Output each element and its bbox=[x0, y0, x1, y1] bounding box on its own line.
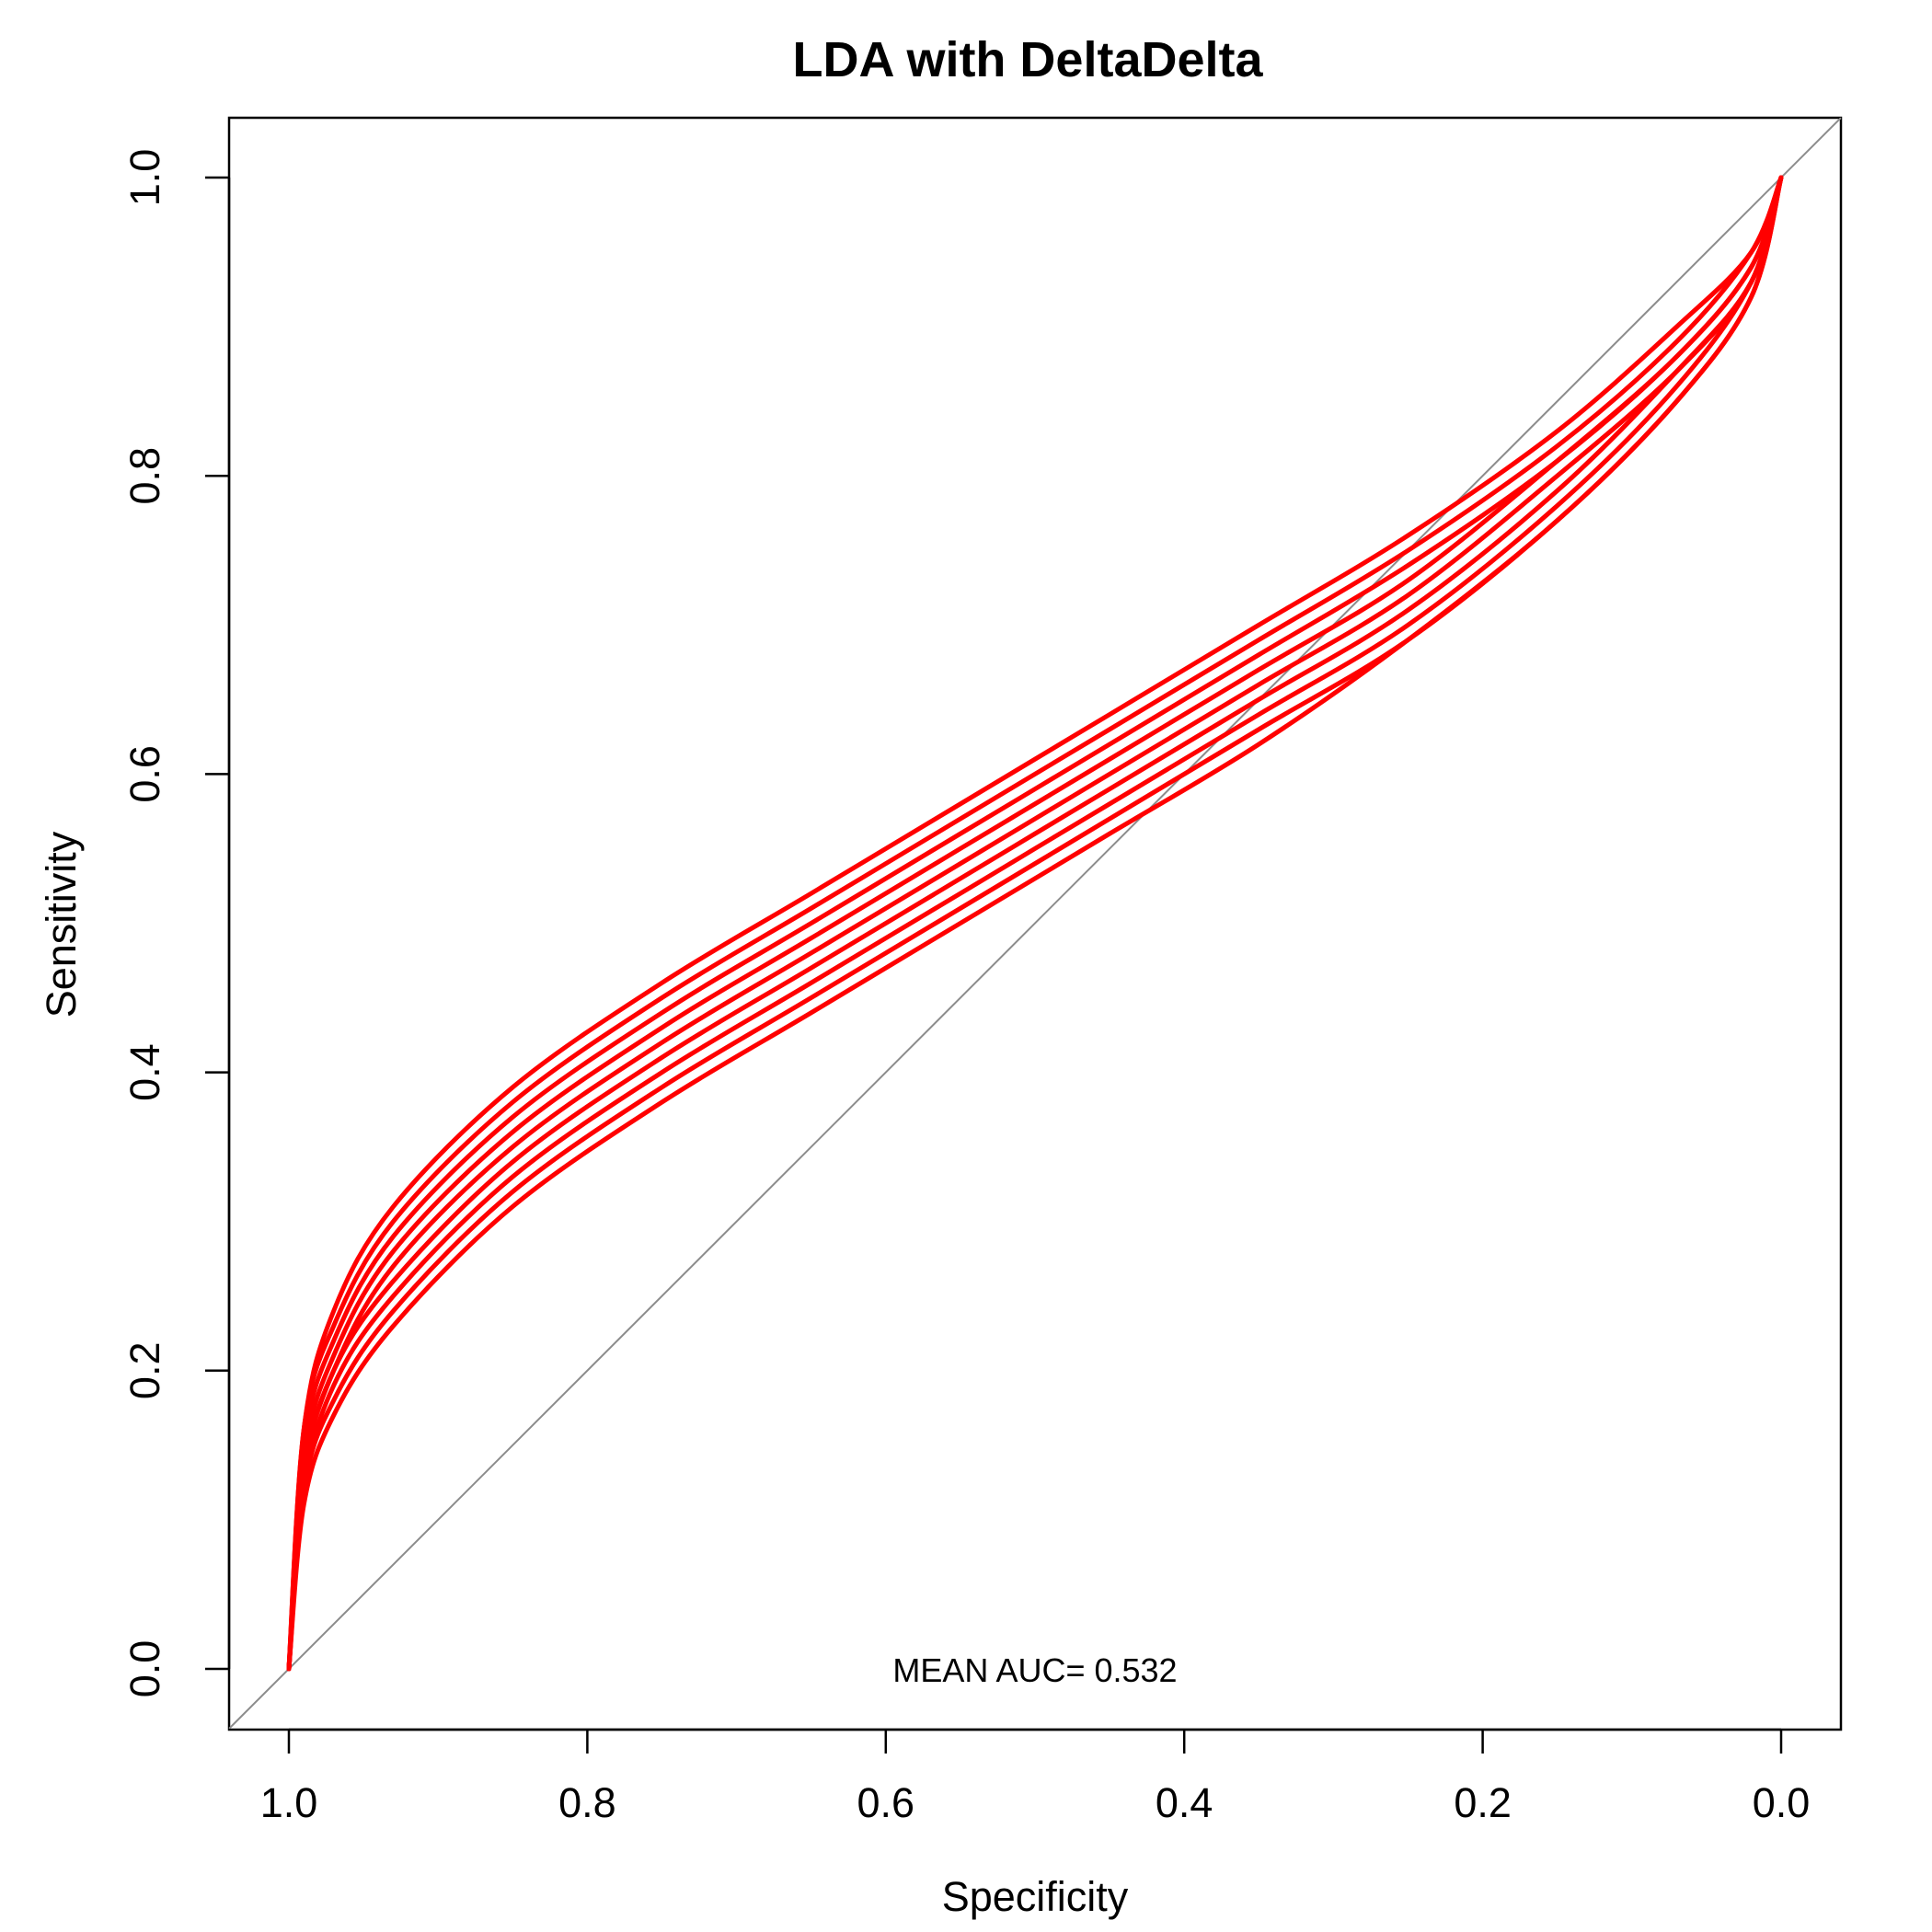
roc-curve-7 bbox=[286, 175, 1784, 1672]
chart-title: LDA with DeltaDelta bbox=[792, 32, 1263, 87]
roc-curve-9 bbox=[286, 175, 1784, 1672]
x-tick-label: 0.0 bbox=[1753, 1779, 1811, 1826]
y-tick-label: 0.2 bbox=[121, 1342, 168, 1400]
x-tick-label: 1.0 bbox=[260, 1779, 318, 1826]
y-tick-label: 0.4 bbox=[121, 1043, 168, 1101]
y-tick-label: 0.8 bbox=[121, 447, 168, 505]
mean-auc-annotation: MEAN AUC= 0.532 bbox=[892, 1651, 1177, 1689]
roc-curve-8 bbox=[286, 175, 1784, 1672]
roc-curve-3 bbox=[286, 175, 1784, 1672]
roc-curve-5 bbox=[286, 175, 1784, 1672]
roc-curve-4 bbox=[286, 175, 1784, 1672]
diagonal-reference-line bbox=[228, 117, 1842, 1730]
x-tick-label: 0.6 bbox=[857, 1779, 915, 1826]
roc-curves bbox=[286, 175, 1784, 1672]
x-tick-label: 0.2 bbox=[1454, 1779, 1512, 1826]
x-tick-label: 0.4 bbox=[1156, 1779, 1213, 1826]
x-axis-label: Specificity bbox=[942, 1873, 1129, 1920]
y-tick-label: 0.6 bbox=[121, 745, 168, 803]
x-axis: 1.0 0.8 0.6 0.4 0.2 0.0 bbox=[260, 1728, 1811, 1826]
roc-curve-2 bbox=[286, 175, 1784, 1672]
y-tick-label: 1.0 bbox=[121, 149, 168, 207]
y-tick-label: 0.0 bbox=[121, 1640, 168, 1698]
y-axis-label: Sensitivity bbox=[38, 831, 85, 1018]
y-axis: 0.0 0.2 0.4 0.6 0.8 1.0 bbox=[121, 149, 231, 1698]
x-tick-label: 0.8 bbox=[558, 1779, 616, 1826]
